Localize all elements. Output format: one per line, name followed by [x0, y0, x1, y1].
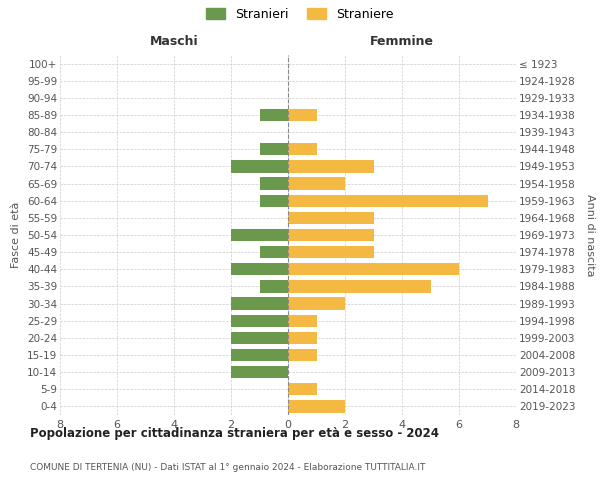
Bar [288, 314, 317, 327]
Bar [231, 332, 288, 344]
Y-axis label: Anni di nascita: Anni di nascita [585, 194, 595, 276]
Bar [260, 109, 288, 121]
Bar [231, 160, 288, 172]
Bar [231, 298, 288, 310]
Bar [288, 298, 345, 310]
Bar [231, 314, 288, 327]
Bar [231, 263, 288, 276]
Bar [288, 194, 487, 207]
Bar [260, 194, 288, 207]
Bar [288, 143, 317, 156]
Legend: Stranieri, Straniere: Stranieri, Straniere [202, 2, 398, 26]
Bar [288, 383, 317, 396]
Text: COMUNE DI TERTENIA (NU) - Dati ISTAT al 1° gennaio 2024 - Elaborazione TUTTITALI: COMUNE DI TERTENIA (NU) - Dati ISTAT al … [30, 462, 425, 471]
Bar [231, 229, 288, 241]
Bar [288, 263, 459, 276]
Text: Maschi: Maschi [149, 35, 199, 48]
Bar [288, 160, 373, 172]
Bar [288, 400, 345, 412]
Bar [260, 178, 288, 190]
Bar [288, 229, 373, 241]
Bar [288, 178, 345, 190]
Bar [260, 143, 288, 156]
Bar [231, 366, 288, 378]
Bar [288, 246, 373, 258]
Bar [260, 246, 288, 258]
Bar [288, 109, 317, 121]
Text: Popolazione per cittadinanza straniera per età e sesso - 2024: Popolazione per cittadinanza straniera p… [30, 428, 439, 440]
Bar [231, 349, 288, 361]
Bar [288, 212, 373, 224]
Bar [288, 349, 317, 361]
Text: Femmine: Femmine [370, 35, 434, 48]
Bar [288, 332, 317, 344]
Y-axis label: Fasce di età: Fasce di età [11, 202, 22, 268]
Bar [288, 280, 431, 292]
Bar [260, 280, 288, 292]
